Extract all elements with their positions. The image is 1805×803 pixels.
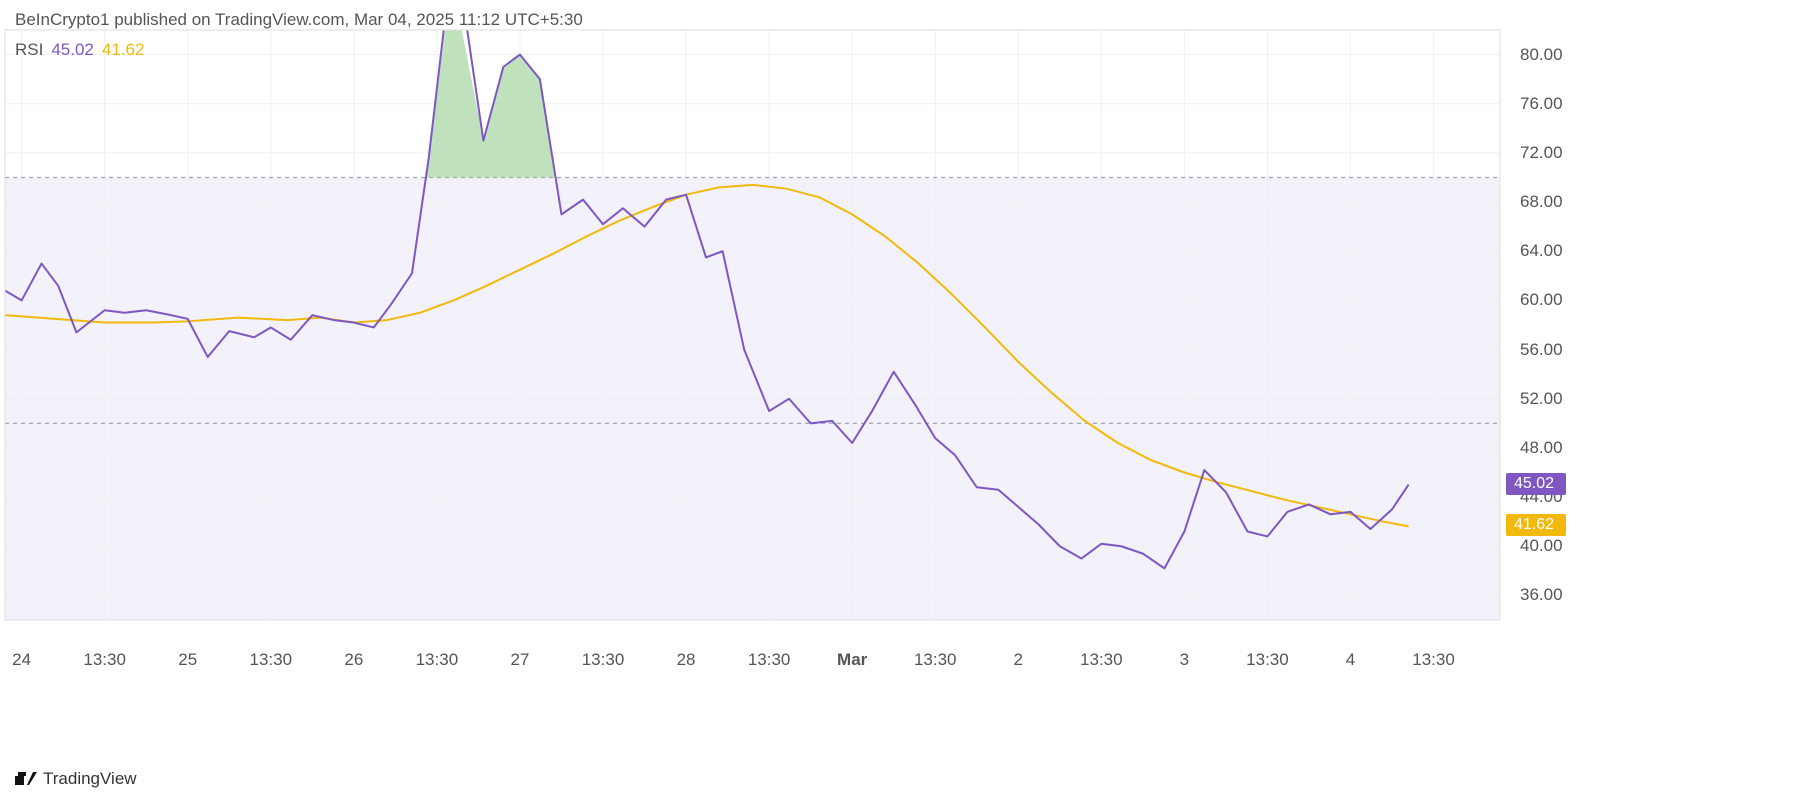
x-tick-label: 3 <box>1180 650 1189 670</box>
y-tick-label: 52.00 <box>1520 389 1563 409</box>
x-tick-label: 27 <box>510 650 529 670</box>
y-tick-label: 40.00 <box>1520 536 1563 556</box>
chart-attribution: BeInCrypto1 published on TradingView.com… <box>15 10 583 30</box>
indicator-legend: RSI 45.02 41.62 <box>15 40 144 60</box>
y-tick-label: 56.00 <box>1520 340 1563 360</box>
x-tick-label: 24 <box>12 650 31 670</box>
y-tick-label: 36.00 <box>1520 585 1563 605</box>
y-tick-label: 64.00 <box>1520 241 1563 261</box>
indicator-value-ma: 41.62 <box>102 40 145 60</box>
x-tick-label: 26 <box>344 650 363 670</box>
y-tick-label: 80.00 <box>1520 45 1563 65</box>
x-tick-label: 13:30 <box>83 650 126 670</box>
y-tick-label: 72.00 <box>1520 143 1563 163</box>
indicator-value-rsi: 45.02 <box>51 40 94 60</box>
indicator-name: RSI <box>15 40 43 60</box>
x-tick-label: 13:30 <box>914 650 957 670</box>
x-tick-label: 25 <box>178 650 197 670</box>
tradingview-brand-text: TradingView <box>43 769 137 789</box>
tradingview-logo: TradingView <box>15 769 137 789</box>
x-tick-label: Mar <box>837 650 867 670</box>
x-tick-label: 2 <box>1014 650 1023 670</box>
x-tick-label: 13:30 <box>1246 650 1289 670</box>
x-tick-label: 13:30 <box>249 650 292 670</box>
price-tag: 41.62 <box>1506 514 1566 536</box>
y-tick-label: 76.00 <box>1520 94 1563 114</box>
x-tick-label: 4 <box>1346 650 1355 670</box>
x-tick-label: 28 <box>677 650 696 670</box>
x-tick-label: 13:30 <box>1412 650 1455 670</box>
price-tag: 45.02 <box>1506 473 1566 495</box>
x-tick-label: 13:30 <box>748 650 791 670</box>
y-tick-label: 60.00 <box>1520 290 1563 310</box>
y-tick-label: 68.00 <box>1520 192 1563 212</box>
x-tick-label: 13:30 <box>416 650 459 670</box>
y-tick-label: 48.00 <box>1520 438 1563 458</box>
x-tick-label: 13:30 <box>1080 650 1123 670</box>
x-tick-label: 13:30 <box>582 650 625 670</box>
